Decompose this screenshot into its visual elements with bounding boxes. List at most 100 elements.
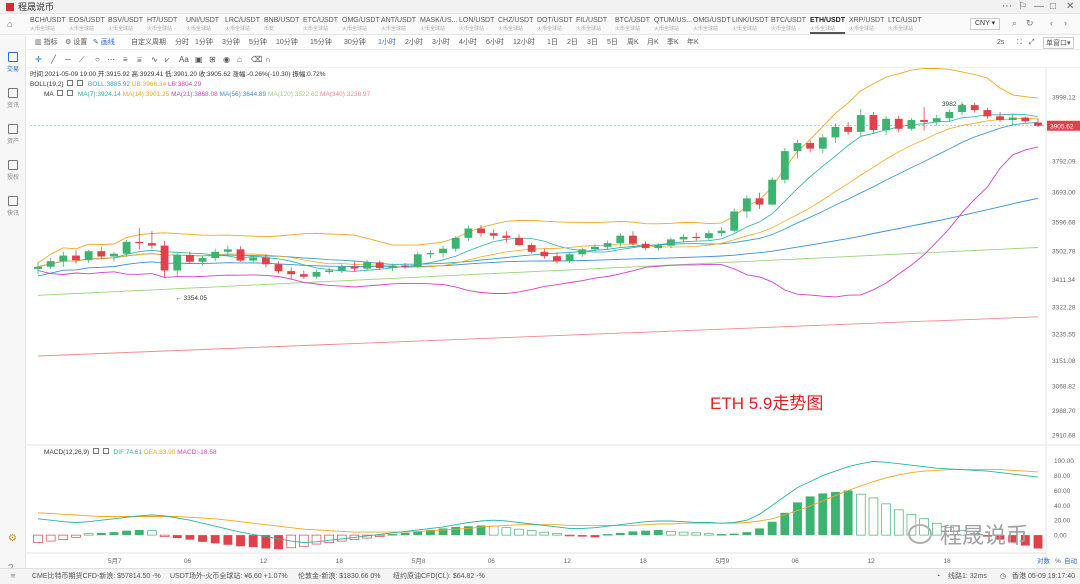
text-tool-icon[interactable]: Aa — [179, 55, 189, 64]
tab-next-icon[interactable]: › — [1064, 18, 1067, 28]
ticker-tab[interactable]: BSV/USDT 火币全球站 — [108, 16, 143, 34]
draw-button[interactable]: ✎ 画线 — [93, 39, 115, 46]
sidebar-item-flash[interactable]: 快讯 — [2, 194, 24, 222]
period-option[interactable]: 3分钟 — [222, 39, 240, 46]
period-option[interactable]: 季K — [667, 39, 679, 46]
ticker-tab[interactable]: BTC/USDT 火币全球站 — [771, 16, 806, 34]
close-button[interactable]: ✕ — [1066, 1, 1075, 12]
home-icon[interactable]: ⌂ — [7, 19, 13, 29]
ticker-tab[interactable]: HT/USDT 火币全球站 — [147, 16, 177, 34]
ticker-tab[interactable]: ETC/USDT 火币全球站 — [303, 16, 338, 34]
ticker-tab[interactable]: MASK/US... 火币全球站 — [420, 16, 457, 34]
ticker-tab[interactable]: ANT/USDT 火币全球站 — [381, 16, 416, 34]
fib-tool-icon[interactable]: ⩸ — [137, 55, 142, 64]
ma-close-icon[interactable] — [67, 90, 74, 96]
sidebar-item-auth[interactable]: 授权 — [2, 158, 24, 186]
boll-close-icon[interactable] — [77, 80, 84, 86]
ticker-tab[interactable]: FIL/USDT 火币全球站 — [576, 16, 607, 34]
zigzag-tool-icon[interactable]: ⩗ — [165, 55, 170, 64]
period-option[interactable]: 分时 — [175, 39, 189, 46]
refresh-icon[interactable]: ↻ — [1026, 18, 1034, 28]
ticker-tab[interactable]: LTC/USDT 火币全球站 — [888, 16, 922, 34]
ticker-tab[interactable]: EOS/USDT 火币全球站 — [69, 16, 105, 34]
lock-tool-icon[interactable]: ⌂ — [237, 55, 242, 64]
ticker-tab[interactable]: XRP/USDT 火币全球站 — [849, 16, 884, 34]
period-option[interactable]: 月K — [647, 39, 659, 46]
period-option[interactable]: 5日 — [607, 39, 618, 46]
ticker-tab[interactable]: DOT/USDT 火币全球站 — [537, 16, 573, 34]
fullscreen-icon[interactable]: ⛶ — [1017, 39, 1022, 46]
hline-tool-icon[interactable]: ─ — [65, 55, 71, 64]
status-usdt[interactable]: USDT场外-火币全球站: ¥6.60 +1.07% — [170, 573, 288, 580]
indicator-button[interactable]: ▥ 指标 — [35, 39, 58, 46]
log-toggle[interactable]: 对数 — [1037, 556, 1051, 565]
more-icon[interactable]: ⋯ — [1002, 1, 1012, 12]
sidebar-item-news[interactable]: 资讯 — [2, 86, 24, 114]
period-option[interactable]: 3小时 — [432, 39, 450, 46]
ticker-tab[interactable]: CHZ/USDT 火币全球站 — [498, 16, 533, 34]
ticker-tab[interactable]: ETH/USDT 火币全球站 — [810, 16, 845, 34]
period-option[interactable]: 2日 — [567, 39, 578, 46]
ticker-tab[interactable]: OMG/USDT 火币全球站 — [693, 16, 731, 34]
pin-icon[interactable]: ⚐ — [1018, 1, 1027, 12]
settings-gear-icon[interactable]: ⚙ — [8, 533, 17, 544]
ray-tool-icon[interactable]: ⟋ — [79, 55, 85, 64]
macd-hide-icon[interactable] — [92, 448, 99, 454]
settings-button[interactable]: ⚙ 设置 — [65, 39, 88, 46]
ticker-tab[interactable]: QTUM/US... 火币全球站 — [654, 16, 692, 34]
ticker-tab[interactable]: LINK/USDT 火币全球站 — [732, 16, 769, 34]
dots-tool-icon[interactable]: ⋯ — [107, 55, 115, 64]
period-option[interactable]: 1日 — [547, 39, 558, 46]
eye-tool-icon[interactable]: ◉ — [223, 55, 230, 64]
minimize-button[interactable]: — — [1034, 1, 1044, 12]
period-option[interactable]: 30分钟 — [344, 39, 366, 46]
expand-icon[interactable]: ⤢ — [1029, 39, 1035, 46]
period-option[interactable]: 3日 — [587, 39, 598, 46]
ticker-tab[interactable]: BNB/USDT 币安 — [264, 16, 299, 34]
wave-tool-icon[interactable]: ∿ — [151, 55, 158, 64]
macd-close-icon[interactable] — [102, 448, 109, 454]
period-option[interactable]: 15分钟 — [310, 39, 332, 46]
ma-hide-icon[interactable] — [57, 90, 64, 96]
refresh-interval[interactable]: 2s — [997, 39, 1005, 46]
ticker-tab[interactable]: BCH/USDT 火币全球站 — [30, 16, 66, 34]
search-icon[interactable]: ⌕ — [1012, 18, 1018, 28]
channel-tool-icon[interactable]: ≡ — [123, 55, 128, 64]
period-option[interactable]: 1分钟 — [195, 39, 213, 46]
period-option[interactable]: 12小时 — [513, 39, 535, 46]
period-option[interactable]: 年K — [687, 39, 699, 46]
ticker-tab[interactable]: LON/USDT 火币全球站 — [459, 16, 494, 34]
period-option[interactable]: 2小时 — [405, 39, 423, 46]
image-tool-icon[interactable]: ▣ — [195, 55, 203, 64]
delete-tool-icon[interactable]: ⌫ — [251, 55, 263, 64]
status-cme[interactable]: CME比特币期货CFD-新浪: $57814.50 -% — [32, 573, 161, 580]
period-option[interactable]: 6小时 — [486, 39, 504, 46]
period-option[interactable]: 周K — [627, 39, 639, 46]
percent-toggle[interactable]: % — [1055, 558, 1061, 565]
sidebar-item-trade[interactable]: 交易 — [2, 50, 24, 78]
sidebar-item-assets[interactable]: 资产 — [2, 122, 24, 150]
ticker-tab[interactable]: BTC/USDT 火币全球站 — [615, 16, 650, 34]
status-gold[interactable]: 伦敦金-新浪: $1830.66 0% — [298, 573, 381, 580]
window-mode-select[interactable]: 单窗口▾ — [1043, 37, 1074, 49]
period-option[interactable]: 5分钟 — [249, 39, 267, 46]
tab-prev-icon[interactable]: ‹ — [1050, 18, 1053, 28]
auto-toggle[interactable]: 自动 — [1064, 556, 1078, 565]
period-option[interactable]: 4小时 — [459, 39, 477, 46]
status-oil[interactable]: 纽约原油CFD(CL): $64.82 -% — [393, 573, 485, 580]
custom-period-button[interactable]: 自定义周期 — [131, 39, 166, 46]
boll-hide-icon[interactable] — [67, 80, 74, 86]
ticker-tab[interactable]: OMG/USDT 火币全球站 — [342, 16, 380, 34]
ticker-tab[interactable]: LRC/USDT 火币全球站 — [225, 16, 260, 34]
magnet-tool-icon[interactable]: ∩ — [265, 55, 271, 64]
period-option[interactable]: 10分钟 — [276, 39, 298, 46]
currency-select[interactable]: CNY ▾ — [970, 18, 1000, 30]
crosshair-tool-icon[interactable]: ✛ — [35, 55, 42, 64]
ticker-tab[interactable]: UNI/USDT 火币全球站 — [186, 16, 219, 34]
period-option[interactable]: 1小时 — [378, 39, 396, 46]
maximize-button[interactable]: □ — [1050, 1, 1057, 12]
measure-tool-icon[interactable]: ⊞ — [209, 55, 216, 64]
circle-tool-icon[interactable]: ○ — [95, 55, 100, 64]
line-tool-icon[interactable]: ╱ — [51, 55, 56, 64]
